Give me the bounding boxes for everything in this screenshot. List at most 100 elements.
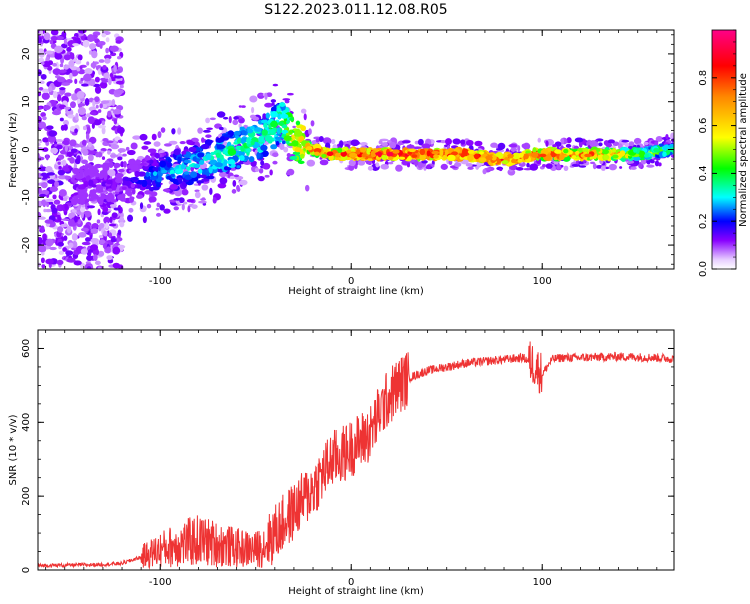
spectrogram-cell xyxy=(388,156,394,161)
spectrogram-cell xyxy=(63,235,68,241)
spectrogram-cell xyxy=(357,159,366,166)
spectrogram-cell xyxy=(51,110,61,116)
spectrogram-cell xyxy=(262,162,271,170)
spectrogram-cell xyxy=(46,172,56,176)
spectrogram-cell xyxy=(556,152,560,159)
spectrogram-cell xyxy=(63,106,71,110)
spectrogram-cell xyxy=(278,102,286,107)
spectrogram-cell xyxy=(131,177,139,181)
spectrogram-cell xyxy=(270,106,277,113)
spectrogram-cell xyxy=(88,179,94,187)
spectrogram-cell xyxy=(77,107,87,116)
spectrogram-cell xyxy=(275,140,280,146)
snr-frame xyxy=(37,329,675,571)
spectrogram-cell xyxy=(97,250,105,257)
spectrogram-cell xyxy=(474,140,483,147)
spectrogram-cell xyxy=(563,148,569,154)
spectrogram-cell xyxy=(52,90,58,99)
spectrogram-cell xyxy=(163,208,171,214)
spectrogram-cell xyxy=(223,159,228,166)
spectrogram-cell xyxy=(270,99,277,103)
spectrogram-cell xyxy=(205,134,212,138)
spectrogram-cell xyxy=(478,157,487,163)
spectrogram-cell xyxy=(81,227,89,232)
spectrogram-cell xyxy=(208,166,213,174)
spectrogram-cell xyxy=(260,160,265,166)
spectrogram-cell xyxy=(43,32,51,41)
spectrogram-cell xyxy=(56,259,64,266)
spectrogram-cell xyxy=(490,142,498,148)
spectrogram-cell xyxy=(263,122,268,129)
spectrogram-cell xyxy=(53,178,60,182)
spectrogram-cell xyxy=(508,143,518,148)
spectrogram-cell xyxy=(146,203,152,209)
spectrogram-cell xyxy=(160,127,166,133)
spectrogram-cell xyxy=(601,149,609,155)
spectrogram-cell xyxy=(144,190,152,195)
spectrogram-cell xyxy=(260,119,269,124)
spectrogram-cell xyxy=(155,212,162,217)
spectrogram-cell xyxy=(619,150,626,157)
spectrogram-cell xyxy=(74,78,78,85)
spectrogram-cell xyxy=(69,66,78,71)
spectrogram-cell xyxy=(102,230,108,237)
spectrogram-cell xyxy=(82,125,87,131)
spectrogram-cell xyxy=(517,145,521,152)
spectrogram-cell xyxy=(281,140,286,145)
spectrogram-cell xyxy=(70,219,75,227)
spectrogram-cell xyxy=(170,173,175,178)
spectrogram-cell xyxy=(264,135,273,142)
spectrogram-cell xyxy=(101,33,107,38)
spectrogram-cell xyxy=(61,140,70,146)
spectrogram-cell xyxy=(233,174,240,178)
spectrogram-cell xyxy=(65,250,74,256)
spectrogram-cell xyxy=(40,112,46,118)
spectrogram-cell xyxy=(346,149,352,154)
spectrogram-cell xyxy=(375,152,383,156)
spectrogram-cell xyxy=(88,168,95,174)
spectrogram-cell xyxy=(68,60,75,68)
spectrogram-cell xyxy=(276,107,282,112)
spectrogram-cell xyxy=(161,169,168,174)
spectrogram-cell xyxy=(286,92,294,96)
spectrogram-cell xyxy=(74,158,81,165)
spectrogram-cell xyxy=(491,155,497,161)
spectrogram-cell xyxy=(109,45,119,52)
spectrogram-cell xyxy=(98,172,104,180)
spectrogram-xtick-label: 100 xyxy=(533,276,552,287)
spectrogram-cell xyxy=(149,159,154,164)
spectrogram-cell xyxy=(38,156,45,161)
spectrogram-cell xyxy=(318,136,324,142)
spectrogram-cell xyxy=(54,53,63,60)
spectrogram-cell xyxy=(665,133,669,140)
spectrogram-cell xyxy=(56,144,63,150)
spectrogram-cell xyxy=(361,153,367,158)
snr-ytick-label: 400 xyxy=(21,413,32,432)
spectrogram-cell xyxy=(578,140,583,148)
spectrogram-cell xyxy=(253,127,262,132)
spectrogram-cell xyxy=(646,164,655,168)
spectrogram-cell xyxy=(150,191,158,197)
snr-ylabel: SNR (10 * v/v) xyxy=(8,414,19,485)
spectrogram-cell xyxy=(289,156,298,160)
spectrogram-cell xyxy=(414,161,419,167)
spectrogram-cell xyxy=(314,151,320,156)
spectrogram-cell xyxy=(240,145,245,152)
spectrogram-cell xyxy=(107,150,111,155)
spectrogram-cell xyxy=(197,152,205,158)
spectrogram-cell xyxy=(272,160,278,165)
spectrogram-cell xyxy=(566,137,572,144)
spectrogram-cell xyxy=(231,189,237,194)
colorbar-gradient xyxy=(711,29,737,270)
spectrogram-cell xyxy=(59,63,64,68)
spectrogram-cell xyxy=(205,117,210,124)
spectrogram-cell xyxy=(303,113,307,121)
spectrogram-cell xyxy=(151,133,157,141)
spectrogram-cell xyxy=(173,206,179,211)
spectrogram-cell xyxy=(291,140,299,147)
spectrogram-cell xyxy=(512,152,521,160)
snr-panel: -100 0 100 0 200 400 600 Height of strai… xyxy=(8,329,675,597)
spectrogram-cell xyxy=(421,160,428,164)
spectrogram-cell xyxy=(84,98,90,106)
spectrogram-cell xyxy=(155,207,160,211)
